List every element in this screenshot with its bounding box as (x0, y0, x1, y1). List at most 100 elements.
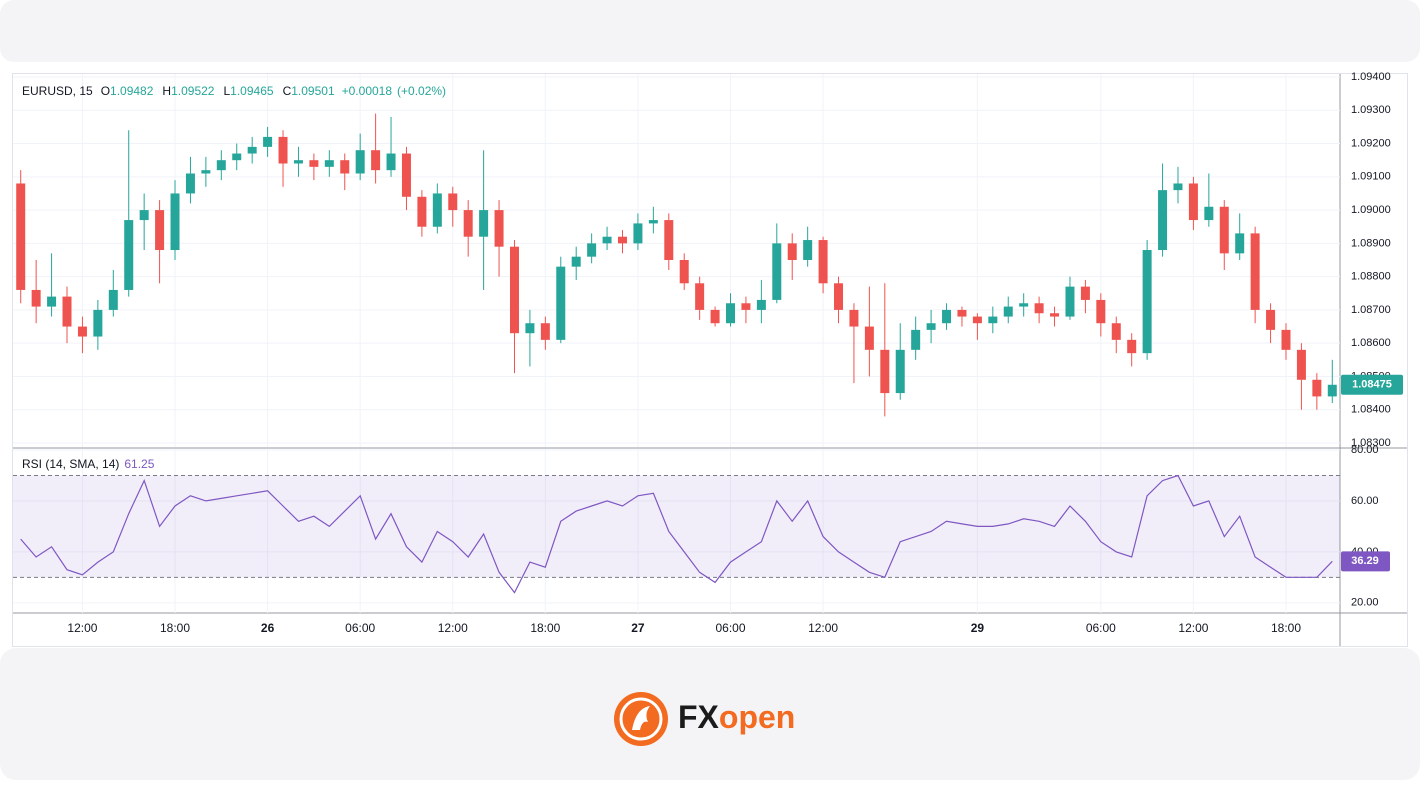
candle-body (710, 309, 720, 324)
y-tick-label: 1.08700 (1351, 304, 1391, 316)
y-tick-label: 1.08300 (1351, 437, 1391, 449)
candle-body (726, 303, 736, 324)
y-tick-label: 1.09000 (1351, 204, 1391, 216)
symbol: EURUSD, 15 (22, 84, 93, 98)
candle-body (93, 309, 103, 337)
y-tick-label: 1.08400 (1351, 404, 1391, 416)
rsi-badge (1341, 551, 1390, 572)
y-tick-label: 1.08600 (1351, 337, 1391, 349)
x-tick-label: 27 (631, 621, 645, 635)
candle-body (695, 283, 705, 310)
candle-body (787, 243, 797, 260)
top-band (0, 0, 1420, 62)
candle-body (911, 329, 921, 350)
candle-body (741, 303, 751, 310)
candle-body (818, 240, 828, 284)
candle-body (1173, 183, 1183, 191)
candle-body (62, 296, 72, 327)
candle-body (571, 256, 581, 267)
candle-body (509, 246, 519, 334)
candle-body (155, 210, 165, 251)
candle-body (386, 153, 396, 171)
x-tick-label: 12:00 (67, 621, 97, 635)
candle-body (1003, 306, 1013, 317)
candle-body (278, 136, 288, 164)
candle-body (201, 170, 211, 174)
candle-body (864, 326, 874, 350)
rsi-title-value: 61.25 (124, 457, 154, 471)
candle-body (1158, 190, 1168, 251)
candle-body (1281, 329, 1291, 350)
rsi-band (13, 475, 1340, 578)
brand-logo: FXopen (614, 692, 795, 746)
candle-body (988, 316, 998, 324)
candle-body (602, 236, 612, 244)
candle-body (47, 296, 57, 307)
candle-body (448, 193, 458, 211)
y-tick-label: 1.09400 (1351, 71, 1391, 83)
candle-body (324, 160, 334, 167)
candle-body (432, 193, 442, 227)
candle-body (1204, 206, 1214, 221)
y-tick-label: 20.00 (1351, 597, 1379, 609)
candle-body (263, 136, 273, 147)
candle-body (1312, 379, 1322, 397)
chart-panel (12, 73, 1408, 647)
candle-body (617, 236, 627, 244)
candle-body (108, 289, 118, 310)
candle-body (247, 146, 257, 154)
candle-body (1219, 206, 1229, 254)
x-tick-label: 26 (261, 621, 275, 635)
ohlc-label: O (101, 84, 110, 98)
candle-body (679, 260, 689, 284)
candle-body (1235, 233, 1245, 254)
x-tick-label: 12:00 (808, 621, 838, 635)
candle-body (139, 210, 149, 221)
y-tick-label: 60.00 (1351, 495, 1379, 507)
candle-body (587, 243, 597, 257)
candle-body (1019, 303, 1029, 307)
ohlc-label: L (223, 84, 230, 98)
candle-body (942, 309, 952, 324)
candle-body (293, 160, 303, 164)
brand-fx: FX (678, 699, 720, 735)
candle-body (216, 160, 226, 171)
x-tick-label: 12:00 (438, 621, 468, 635)
candle-body (340, 160, 350, 174)
candle-body (1096, 299, 1106, 324)
candle-body (463, 210, 473, 237)
x-tick-label: 06:00 (345, 621, 375, 635)
candle-body (494, 210, 504, 247)
candle-body (309, 160, 319, 167)
candle-body (772, 243, 782, 300)
brand-open: open (719, 699, 795, 735)
candle-body (540, 323, 550, 340)
candle-body (479, 210, 489, 237)
candle-body (1266, 309, 1276, 330)
y-tick-label: 80.00 (1351, 444, 1379, 456)
candle-body (664, 220, 674, 260)
chart-header: EURUSD, 15 O1.09482 H1.09522 L1.09465 C1.095… (22, 84, 446, 98)
bottom-band (0, 648, 1420, 780)
ohlc-label: C (283, 84, 292, 98)
candle-body (1050, 313, 1060, 317)
ohlc-value: 1.09501 (291, 84, 335, 98)
x-tick-label: 06:00 (1086, 621, 1116, 635)
candle-body (880, 349, 890, 394)
candle-body (124, 220, 134, 290)
candle-body (77, 326, 87, 337)
ohlc-value: 1.09522 (171, 84, 215, 98)
candle-body (1127, 339, 1137, 354)
candle-body (633, 223, 643, 244)
candle-body (170, 193, 180, 251)
rsi-header: RSI (14, SMA, 14) 61.25 (22, 457, 155, 471)
candle-body (756, 299, 766, 310)
candle-body (1065, 286, 1075, 317)
candle-body (803, 240, 813, 260)
candle-body (185, 173, 195, 194)
rsi-line (20, 474, 1333, 594)
x-tick-label: 29 (971, 621, 985, 635)
x-tick-label: 18:00 (160, 621, 190, 635)
